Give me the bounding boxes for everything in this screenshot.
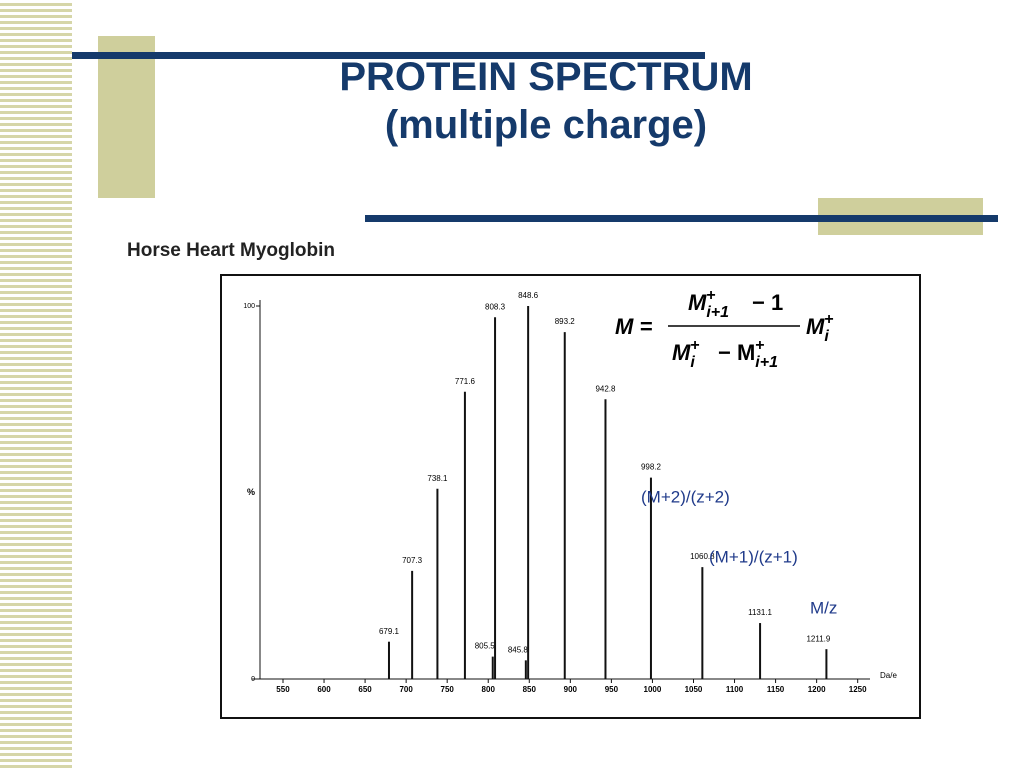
formula-sub: i+1 [706, 304, 729, 321]
annotation: (M+2)/(z+2) [641, 487, 730, 506]
peak-label: 942.8 [595, 384, 616, 393]
decor-line [365, 215, 998, 222]
peak-label: 707.3 [402, 556, 423, 565]
formula-term: M [688, 290, 707, 315]
x-axis-label: Da/e [880, 671, 897, 680]
peak-label: 1211.9 [806, 634, 830, 643]
x-tick-label: 600 [317, 685, 331, 694]
annotation: (M+1)/(z+1) [709, 547, 798, 566]
chart-title: Horse Heart Myoglobin [127, 240, 335, 261]
peak-label: 771.6 [455, 377, 476, 386]
x-tick-label: 550 [276, 685, 290, 694]
x-tick-label: 700 [399, 685, 413, 694]
formula-sup: + [755, 337, 764, 354]
peak-label: 998.2 [641, 463, 662, 472]
x-tick-label: 1100 [726, 685, 744, 694]
peak-label: 738.1 [427, 474, 448, 483]
x-tick-label: 1200 [808, 685, 826, 694]
formula-sup: + [690, 337, 699, 354]
formula-sup: + [824, 311, 833, 328]
annotation: M/z [810, 598, 837, 617]
peak-label: 808.3 [485, 302, 506, 311]
formula-sub: i [824, 328, 829, 345]
decor-stripe [0, 0, 72, 768]
x-tick-label: 650 [358, 685, 372, 694]
formula-sub: i [690, 354, 695, 371]
x-tick-label: 750 [441, 685, 455, 694]
peak-label: 848.6 [518, 291, 539, 300]
x-tick-label: 1150 [767, 685, 785, 694]
x-tick-label: 900 [564, 685, 578, 694]
peak-label: 679.1 [379, 627, 400, 636]
peak-label: 845.8 [508, 645, 529, 654]
x-tick-label: 950 [605, 685, 619, 694]
x-tick-label: 850 [523, 685, 537, 694]
decor-line [72, 52, 705, 59]
x-tick-label: 800 [482, 685, 496, 694]
y-axis-label: % [247, 487, 255, 497]
y-tick-label: 100 [243, 303, 255, 310]
x-tick-label: 1050 [685, 685, 703, 694]
x-tick-label: 1250 [849, 685, 867, 694]
slide-subtitle: (multiple charge) [385, 103, 707, 147]
peak-label: 1060.8 [690, 552, 715, 561]
formula-term: − M [718, 340, 755, 365]
formula-term: M [806, 314, 825, 339]
slide-title: PROTEIN SPECTRUM [339, 55, 752, 99]
peak-label: 893.2 [555, 317, 576, 326]
peak-label: 1131.1 [748, 608, 772, 617]
figure-frame [220, 274, 921, 719]
y-tick-label: 0 [251, 676, 255, 683]
formula-sub: i+1 [755, 354, 778, 371]
formula-term: M [672, 340, 691, 365]
formula-sup: + [706, 287, 715, 304]
peak-label: 805.5 [475, 642, 496, 651]
formula-term: − 1 [752, 290, 783, 315]
x-tick-label: 1000 [644, 685, 662, 694]
decor-block [98, 36, 155, 198]
formula-lhs: M = [615, 314, 652, 339]
